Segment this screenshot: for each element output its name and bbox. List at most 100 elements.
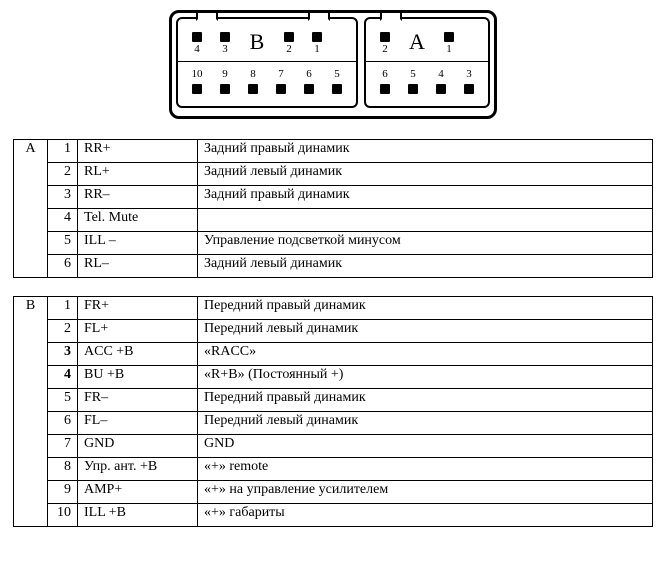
pin-num-cell: 3 [48,343,78,366]
desc-cell: Задний левый динамик [198,255,653,278]
group-cell: B [14,297,48,527]
pin-num-cell: 3 [48,186,78,209]
pin-num-cell: 6 [48,255,78,278]
pin-num-cell: 10 [48,504,78,527]
desc-cell: Задний правый динамик [198,140,653,163]
pin-number: 6 [382,69,388,80]
desc-cell: Передний правый динамик [198,389,653,412]
pin-dot [332,84,342,94]
signal-cell: RL+ [78,163,198,186]
pin-num-cell: 2 [48,320,78,343]
table-row: 8Упр. ант. +B«+» remote [14,458,653,481]
pin: 4 [428,69,454,94]
pinout-tables: A1RR+Задний правый динамик2RL+Задний лев… [10,139,656,527]
table-row: 2FL+Передний левый динамик [14,320,653,343]
pin: 2 [372,30,398,55]
pin: 6 [372,69,398,94]
pin-dot [220,32,230,42]
pin-dot [284,32,294,42]
signal-cell: FL+ [78,320,198,343]
table-row: 6RL–Задний левый динамик [14,255,653,278]
connector-block-B: 43B211098765 [176,17,358,108]
pin-number: 3 [466,69,472,80]
pinout-table-B: B1FR+Передний правый динамик2FL+Передний… [13,296,653,527]
pin-number: 5 [334,69,340,80]
pin-num-cell: 6 [48,412,78,435]
pin-num-cell: 9 [48,481,78,504]
pin-number: 2 [382,44,388,55]
pin-dot [220,84,230,94]
desc-cell: Передний левый динамик [198,412,653,435]
desc-cell: «RACC» [198,343,653,366]
pin-row-bottom: 6 5 4 3 [372,62,482,100]
pin-row-top: 4 3 B 2 1 [184,23,350,61]
group-cell: A [14,140,48,278]
pin-num-cell: 8 [48,458,78,481]
desc-cell [198,209,653,232]
table-row: 6FL–Передний левый динамик [14,412,653,435]
pin-number: 6 [306,69,312,80]
pin-number: 3 [222,44,228,55]
table-row: 4BU +B«R+B» (Постоянный +) [14,366,653,389]
pin-dot [444,32,454,42]
pin-num-cell: 7 [48,435,78,458]
signal-cell: ACC +B [78,343,198,366]
table-row: A1RR+Задний правый динамик [14,140,653,163]
pin-num-cell: 5 [48,389,78,412]
pin-row-top: 2A1 [372,23,482,61]
connector-diagram: 43B2110987652A16543 [10,10,656,119]
pin-dot [436,84,446,94]
pin-dot [380,84,390,94]
pin-number: 7 [278,69,284,80]
signal-cell: RL– [78,255,198,278]
signal-cell: FR+ [78,297,198,320]
pin: 9 [212,69,238,94]
pin-number: 1 [314,44,320,55]
pin: 4 [184,30,210,55]
table-row: 5FR–Передний правый динамик [14,389,653,412]
pin: 3 [212,30,238,55]
signal-cell: GND [78,435,198,458]
pin-number: 9 [222,69,228,80]
pin-number: 2 [286,44,292,55]
connector-notch [196,13,218,21]
pin-num-cell: 4 [48,366,78,389]
pin-number: 10 [192,69,203,80]
pin: 2 [276,30,302,55]
desc-cell: «+» remote [198,458,653,481]
pinout-table-A: A1RR+Задний правый динамик2RL+Задний лев… [13,139,653,278]
table-row: 10ILL +B«+» габариты [14,504,653,527]
signal-cell: Tel. Mute [78,209,198,232]
pin-num-cell: 4 [48,209,78,232]
pin: 1 [304,30,330,55]
desc-cell: Передний левый динамик [198,320,653,343]
pin-dot [304,84,314,94]
block-label: B [240,29,274,55]
signal-cell: BU +B [78,366,198,389]
table-row: 3ACC +B«RACC» [14,343,653,366]
pin: 5 [400,69,426,94]
connector-outer: 43B2110987652A16543 [169,10,497,119]
pin-dot [464,84,474,94]
pin: 10 [184,69,210,94]
pin: 7 [268,69,294,94]
pin-number: 5 [410,69,416,80]
pin: 1 [436,30,462,55]
connector-notch [308,13,330,21]
desc-cell: Задний правый динамик [198,186,653,209]
pin-dot [192,32,202,42]
pin-number: 4 [194,44,200,55]
pin-number: 4 [438,69,444,80]
desc-cell: Управление подсветкой минусом [198,232,653,255]
pin: 3 [456,69,482,94]
signal-cell: RR+ [78,140,198,163]
table-row: 4Tel. Mute [14,209,653,232]
desc-cell: «R+B» (Постоянный +) [198,366,653,389]
connector-block-A: 2A1 6 5 4 3 [364,17,490,108]
desc-cell: Задний левый динамик [198,163,653,186]
table-row: 2RL+Задний левый динамик [14,163,653,186]
connector-notch [380,13,402,21]
desc-cell: GND [198,435,653,458]
pin: 6 [296,69,322,94]
pin-number: 1 [446,44,452,55]
